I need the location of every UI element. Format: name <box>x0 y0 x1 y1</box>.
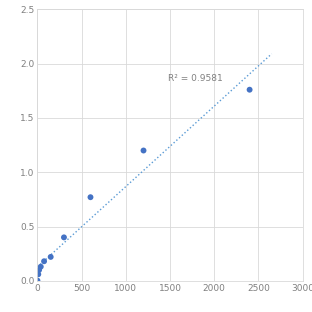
Point <box>37 267 41 272</box>
Point <box>61 235 66 240</box>
Point <box>41 259 46 264</box>
Point <box>247 87 252 92</box>
Point <box>36 272 41 277</box>
Point <box>35 278 40 283</box>
Point <box>38 264 43 269</box>
Point <box>141 148 146 153</box>
Point <box>48 254 53 259</box>
Point <box>88 195 93 200</box>
Text: R² = 0.9581: R² = 0.9581 <box>168 74 223 83</box>
